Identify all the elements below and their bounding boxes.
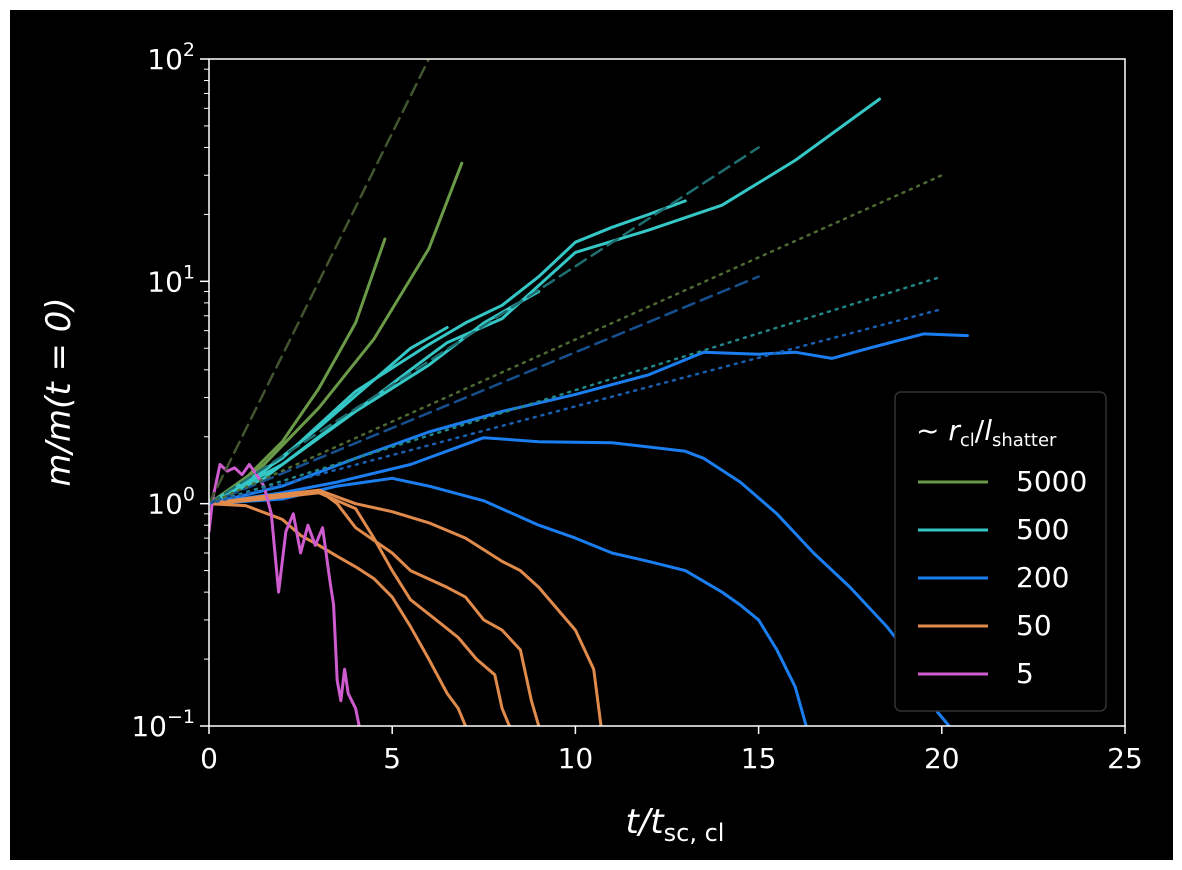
x-tick-label: 10	[558, 742, 594, 775]
legend: ~ rcl/lshatter 5000 500 200 50 5	[894, 391, 1107, 712]
y-tick-label: 101	[147, 261, 195, 298]
series-line-fit-5000-14	[209, 59, 431, 505]
series-line-fit-200-16	[209, 275, 760, 505]
series-line-50-11	[209, 491, 511, 726]
y-tick-label: 100	[147, 484, 195, 521]
series-line-fit-500-18	[209, 275, 944, 505]
chart-frame: 0 5 10 15 20 25 10−1 100 101 102 t/tsc, cl m/m(t …	[10, 10, 1173, 860]
series-line-5-13	[209, 463, 361, 726]
y-axis-label: m/m(t = 0)	[39, 297, 79, 486]
series-line-500-3	[209, 199, 687, 506]
legend-label-500: 500	[1016, 513, 1069, 546]
series-line-200-8	[209, 476, 808, 726]
x-tick-label: 0	[200, 742, 218, 775]
series-line-fit-500-15	[209, 146, 760, 505]
x-tick-label: 5	[383, 742, 401, 775]
legend-label-50: 50	[1016, 609, 1052, 642]
legend-label-200: 200	[1016, 561, 1069, 594]
x-axis-label: t/tsc, cl	[626, 802, 725, 847]
x-tick-label: 15	[741, 742, 777, 775]
y-tick-label: 102	[147, 39, 195, 76]
x-tick-label: 20	[924, 742, 960, 775]
series-line-200-7	[209, 436, 951, 726]
y-tick-label: 10−1	[131, 706, 195, 743]
x-tick-label: 25	[1107, 742, 1143, 775]
series-line-50-12	[209, 502, 467, 726]
legend-label-5: 5	[1016, 657, 1034, 690]
series-line-fit-200-19	[209, 307, 944, 505]
legend-box	[894, 391, 1107, 712]
plot-border	[208, 58, 1126, 727]
legend-title: ~ rcl/lshatter	[916, 414, 1057, 451]
series-line-fit-5000-17	[209, 174, 944, 505]
axis-ticks: 0 5 10 15 20 25 10−1 100 101 102	[131, 39, 1142, 775]
chart: 0 5 10 15 20 25 10−1 100 101 102 t/tsc, cl m/m(t …	[39, 39, 1143, 847]
series-group	[209, 59, 969, 726]
x-axis-label-subscript: sc, cl	[664, 819, 725, 847]
series-line-500-5	[209, 290, 541, 506]
legend-entries: 5000 500 200 50 5	[918, 465, 1087, 690]
legend-label-5000: 5000	[1016, 465, 1087, 498]
series-line-200-6	[209, 332, 969, 506]
